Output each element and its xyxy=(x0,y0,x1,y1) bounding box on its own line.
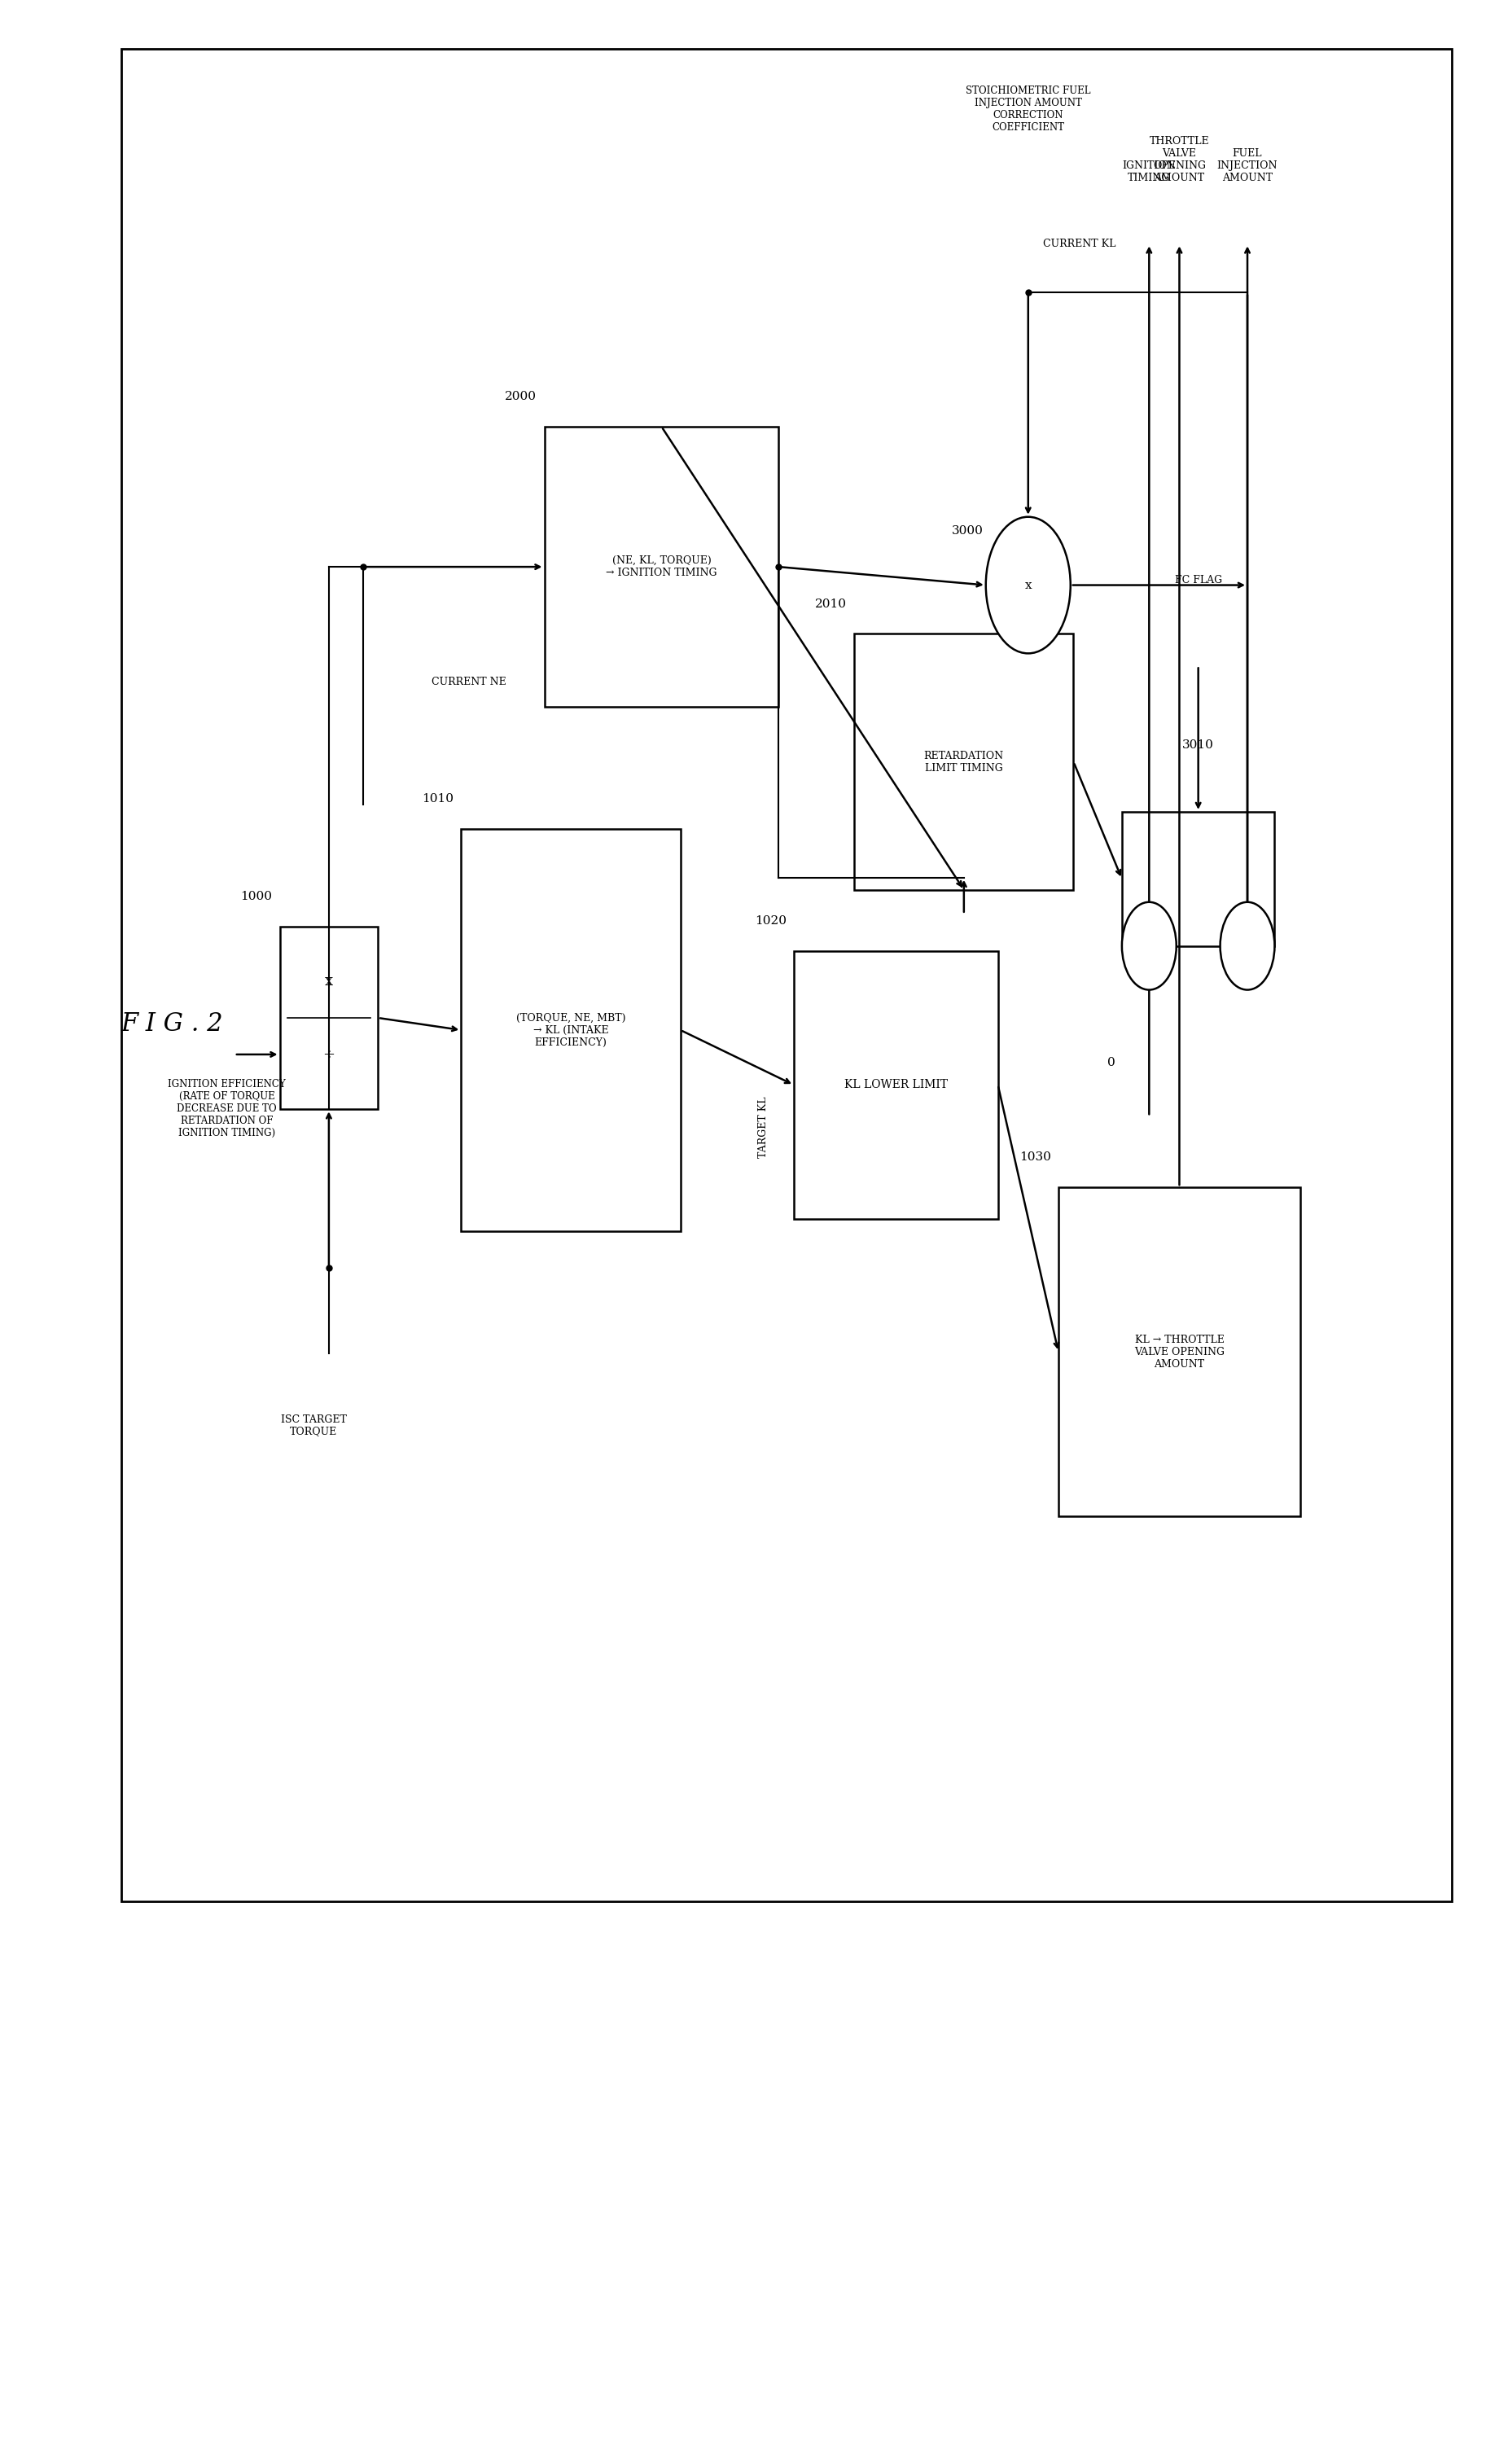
Text: 2010: 2010 xyxy=(815,597,847,610)
Circle shape xyxy=(986,517,1070,653)
FancyBboxPatch shape xyxy=(121,49,1452,1902)
Text: IGNITION EFFICIENCY
(RATE OF TORQUE
DECREASE DUE TO
RETARDATION OF
IGNITION TIMI: IGNITION EFFICIENCY (RATE OF TORQUE DECR… xyxy=(168,1078,286,1139)
FancyBboxPatch shape xyxy=(1058,1187,1300,1516)
Text: ISC TARGET
TORQUE: ISC TARGET TORQUE xyxy=(281,1414,346,1436)
Circle shape xyxy=(1122,902,1176,990)
Text: 1020: 1020 xyxy=(754,914,786,926)
FancyBboxPatch shape xyxy=(544,427,779,707)
Text: x: x xyxy=(325,973,333,990)
FancyBboxPatch shape xyxy=(461,829,680,1231)
Text: (NE, KL, TORQUE)
→ IGNITION TIMING: (NE, KL, TORQUE) → IGNITION TIMING xyxy=(606,556,717,578)
Text: 1010: 1010 xyxy=(422,792,454,805)
Text: KL → THROTTLE
VALVE OPENING
AMOUNT: KL → THROTTLE VALVE OPENING AMOUNT xyxy=(1134,1334,1225,1370)
Text: FC FLAG: FC FLAG xyxy=(1175,575,1222,585)
Text: ÷: ÷ xyxy=(322,1046,336,1063)
FancyBboxPatch shape xyxy=(854,634,1074,890)
Text: F I G . 2: F I G . 2 xyxy=(121,1012,224,1036)
Text: 0: 0 xyxy=(1107,1058,1116,1068)
Text: THROTTLE
VALVE
OPENING
AMOUNT: THROTTLE VALVE OPENING AMOUNT xyxy=(1149,137,1210,183)
Text: FUEL
INJECTION
AMOUNT: FUEL INJECTION AMOUNT xyxy=(1217,149,1278,183)
Circle shape xyxy=(1220,902,1275,990)
Text: 3010: 3010 xyxy=(1182,739,1214,751)
Text: TARGET KL: TARGET KL xyxy=(758,1097,770,1158)
Text: 2000: 2000 xyxy=(505,390,537,402)
Text: 1000: 1000 xyxy=(240,890,272,902)
Text: 1030: 1030 xyxy=(1019,1151,1051,1163)
FancyBboxPatch shape xyxy=(280,926,378,1109)
Text: STOICHIOMETRIC FUEL
INJECTION AMOUNT
CORRECTION
COEFFICIENT: STOICHIOMETRIC FUEL INJECTION AMOUNT COR… xyxy=(966,85,1090,132)
Text: (TORQUE, NE, MBT)
→ KL (INTAKE
EFFICIENCY): (TORQUE, NE, MBT) → KL (INTAKE EFFICIENC… xyxy=(516,1012,626,1048)
FancyBboxPatch shape xyxy=(1122,812,1275,946)
Text: x: x xyxy=(1025,580,1031,590)
Text: RETARDATION
LIMIT TIMING: RETARDATION LIMIT TIMING xyxy=(924,751,1004,773)
FancyBboxPatch shape xyxy=(794,951,998,1219)
Text: CURRENT KL: CURRENT KL xyxy=(1043,239,1116,249)
Text: IGNITION
TIMING: IGNITION TIMING xyxy=(1122,161,1176,183)
Text: CURRENT NE: CURRENT NE xyxy=(431,675,507,688)
Text: 3000: 3000 xyxy=(953,524,983,536)
Text: KL LOWER LIMIT: KL LOWER LIMIT xyxy=(844,1080,948,1090)
